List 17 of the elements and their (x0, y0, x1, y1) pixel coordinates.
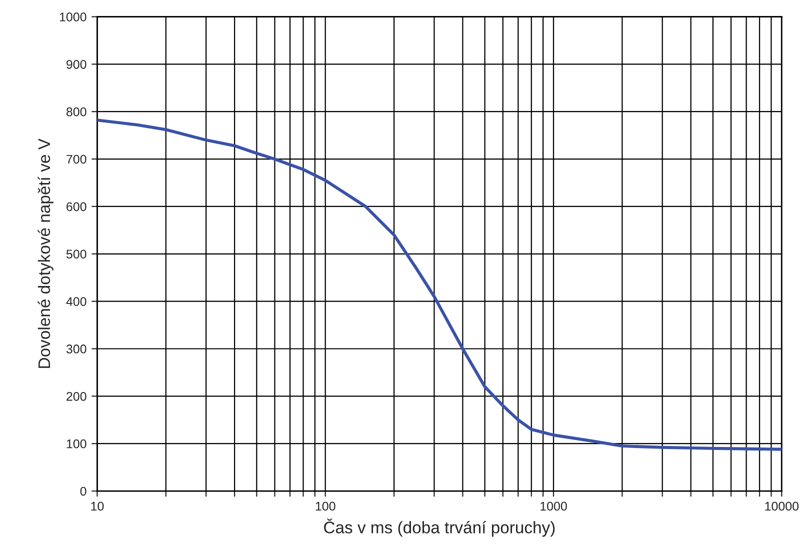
y-axis-title: Dovolené dotykové napětí ve V (38, 138, 54, 368)
x-tick-label: 100 (316, 502, 336, 511)
y-tick-label: 800 (66, 107, 86, 116)
y-tick-label: 900 (66, 60, 86, 69)
x-tick-label: 1000 (540, 502, 567, 511)
y-tick-label: 400 (66, 297, 86, 306)
y-tick-label: 300 (66, 344, 86, 354)
y-tick-label: 600 (66, 202, 86, 212)
x-tick-label: 10 (91, 502, 104, 511)
y-tick-label: 200 (66, 392, 86, 401)
y-tick-label: 0 (80, 486, 86, 496)
y-tick-label: 1000 (60, 12, 86, 22)
x-axis-title: Čas v ms (doba trvání poruchy) (324, 518, 555, 537)
x-tick-label: 10000 (765, 502, 799, 511)
y-tick-label: 700 (66, 154, 86, 164)
y-tick-label: 500 (66, 250, 86, 259)
y-tick-label: 100 (66, 439, 86, 448)
